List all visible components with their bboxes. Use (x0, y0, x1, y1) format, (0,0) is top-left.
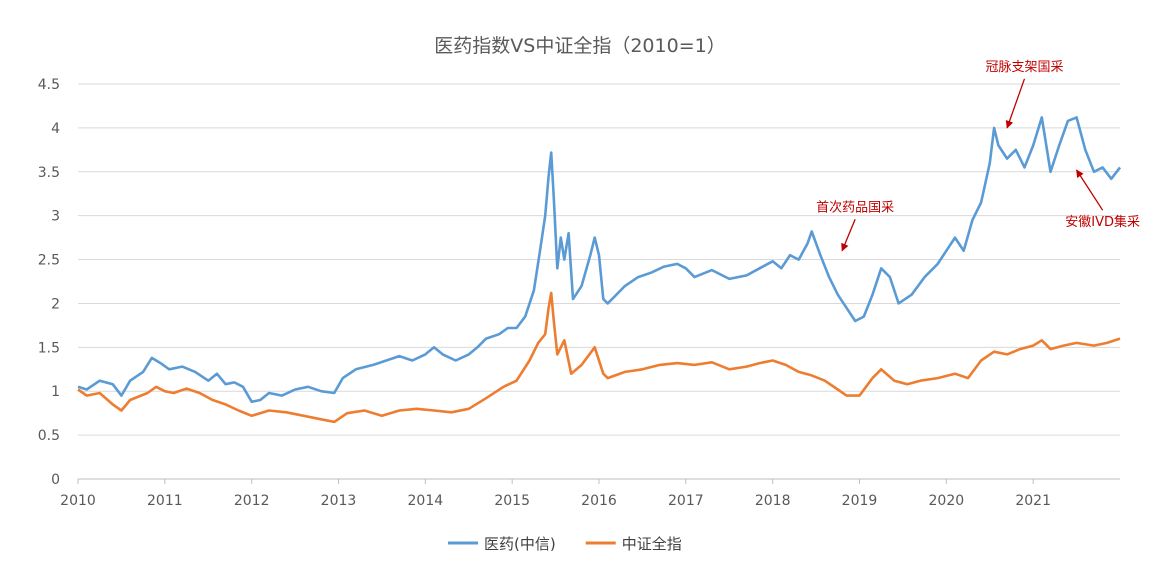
x-tick-label: 2014 (408, 493, 444, 509)
y-tick-label: 4 (51, 121, 60, 137)
y-tick-label: 2.5 (38, 253, 60, 269)
y-tick-label: 2 (51, 296, 60, 312)
y-tick-label: 1 (51, 384, 60, 400)
y-tick-label: 3.5 (38, 165, 60, 181)
y-axis: 0 0.5 1 1.5 2 2.5 3 3.5 4 4.5 (38, 77, 60, 488)
chart-title: 医药指数VS中证全指（2010=1） (434, 35, 725, 57)
x-tick-label: 2020 (929, 493, 965, 509)
annotation-label: 冠脉支架国采 (985, 60, 1063, 75)
x-tick-label: 2018 (755, 493, 791, 509)
y-tick-label: 4.5 (38, 77, 60, 93)
x-tick-label: 2016 (581, 493, 617, 509)
x-tick-label: 2021 (1015, 493, 1051, 509)
series-line-1 (77, 291, 1121, 424)
x-tick-label: 2010 (60, 493, 96, 509)
x-tick-label: 2017 (668, 493, 704, 509)
annotation-label: 安徽IVD集采 (1065, 214, 1140, 230)
y-tick-label: 0.5 (38, 428, 60, 444)
legend-item[interactable]: 中证全指 (622, 535, 682, 553)
x-tick-label: 2013 (321, 493, 357, 509)
x-tick-label: 2011 (147, 493, 183, 509)
annotation-arrow (1005, 78, 1026, 129)
series-line-0 (77, 116, 1122, 404)
y-tick-label: 1.5 (38, 340, 60, 356)
x-tick-label: 2019 (842, 493, 878, 509)
series-layer (77, 116, 1122, 424)
x-tick-label: 2015 (494, 493, 530, 509)
legend-item[interactable]: 医药(中信) (484, 535, 556, 553)
x-tick-label: 2012 (234, 493, 270, 509)
annotation-label: 首次药品国采 (816, 199, 894, 215)
x-axis: 2010 2011 2012 2013 2014 2015 2016 2017 2018 2019… (60, 479, 1051, 509)
y-tick-label: 0 (51, 472, 60, 488)
y-tick-label: 3 (51, 209, 60, 225)
annotation-arrow (1076, 169, 1104, 211)
annotation-arrow (841, 219, 856, 252)
legend[interactable]: 医药(中信) 中证全指 (448, 535, 682, 553)
grid (78, 83, 1120, 480)
